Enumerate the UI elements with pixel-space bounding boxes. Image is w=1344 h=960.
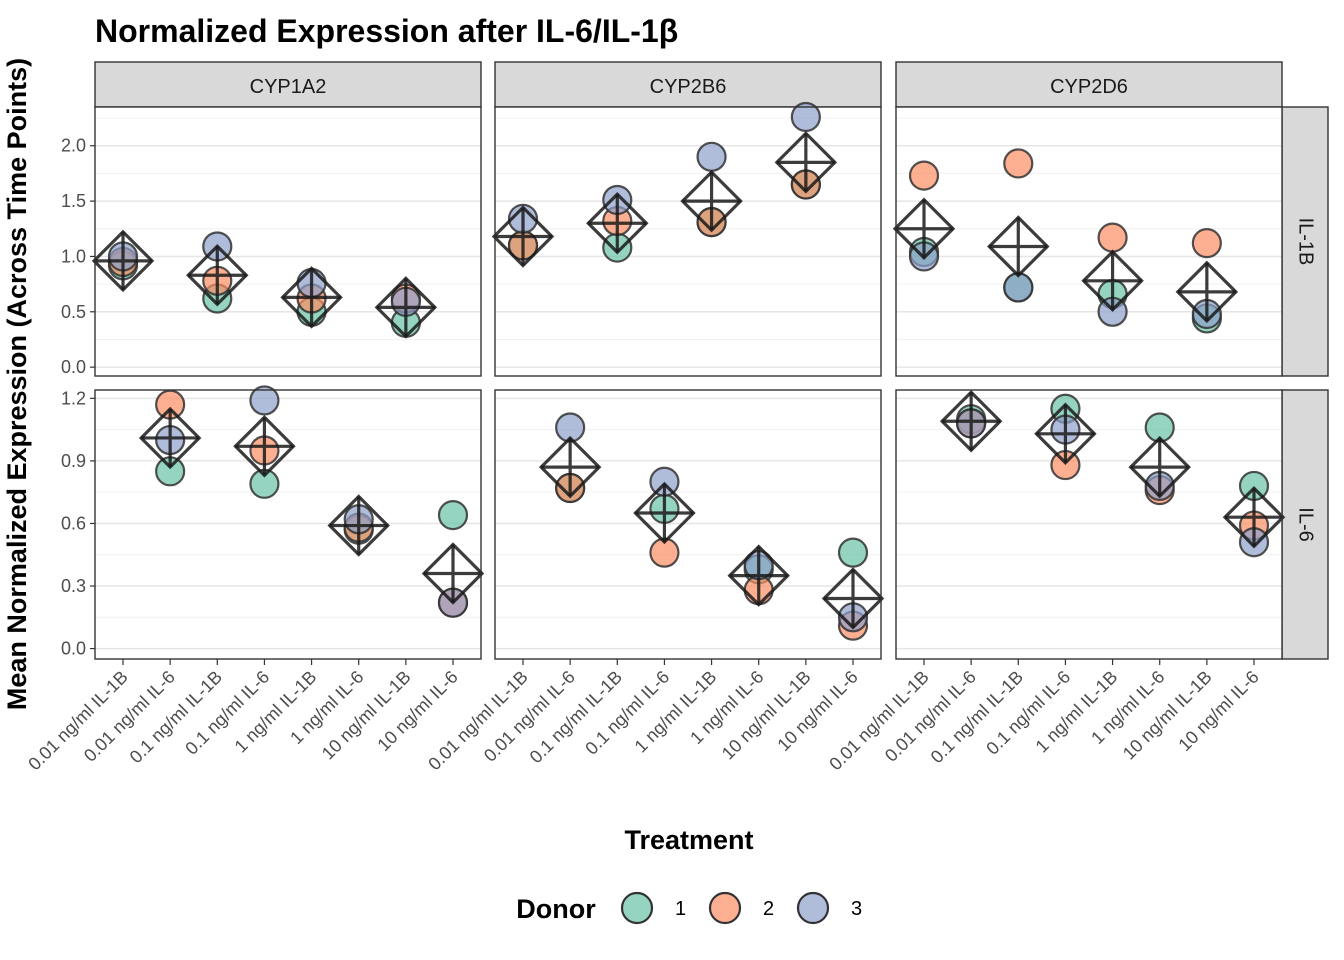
donor-2-point xyxy=(1003,148,1034,179)
mean-marker xyxy=(1222,485,1286,549)
mean-marker xyxy=(774,131,838,194)
mean-marker xyxy=(138,406,202,470)
x-axis-title: Treatment xyxy=(624,825,753,855)
legend-swatch xyxy=(708,891,742,925)
legend-item-donor-3: 3 xyxy=(796,891,862,925)
mean-marker xyxy=(586,191,649,255)
x-tick-label: 1 ng/ml IL-1B xyxy=(631,667,721,757)
column-strip-label: CYP1A2 xyxy=(250,76,327,98)
legend-item-donor-2: 2 xyxy=(708,891,774,925)
mean-marker xyxy=(491,205,555,268)
mean-marker xyxy=(1081,249,1144,313)
row-strip-il-1b: IL-1B xyxy=(1281,106,1329,377)
legend-swatch xyxy=(796,891,830,925)
mean-marker xyxy=(727,544,790,607)
panel-il-1b-cyp2b6 xyxy=(491,101,882,377)
mean-marker xyxy=(1175,260,1239,324)
legend-title: Donor xyxy=(516,894,596,924)
donor-1-point xyxy=(837,537,869,568)
y-axis-il-6: 0.0 0.3 0.6 0.9 1.2 xyxy=(61,388,95,659)
column-strip-cyp1a2: CYP1A2 xyxy=(94,61,482,108)
donor-1-point xyxy=(437,500,469,531)
mean-marker xyxy=(892,197,956,261)
mean-marker xyxy=(1034,402,1097,466)
panel-il-6-cyp2b6 xyxy=(494,389,885,660)
legend-swatch xyxy=(620,891,654,925)
panel-il-6-cyp1a2 xyxy=(94,385,485,660)
row-strip-label: IL-1B xyxy=(1295,218,1317,266)
x-tick-label: 1 ng/ml IL-1B xyxy=(1032,667,1122,757)
donor-2-point xyxy=(1191,228,1222,259)
mean-marker xyxy=(91,229,155,293)
y-tick-label: 0.3 xyxy=(61,576,86,596)
mean-marker xyxy=(233,415,296,478)
y-axis-il-1b: 0.0 0.5 1.0 1.5 2.0 xyxy=(61,136,95,377)
y-tick-label: 0.5 xyxy=(61,302,86,322)
panel-il-6-cyp2d6 xyxy=(895,389,1286,660)
legend: Donor 1 2 3 xyxy=(516,891,862,925)
mean-marker xyxy=(633,481,696,545)
panel-il-1b-cyp2d6 xyxy=(892,106,1283,377)
mean-marker xyxy=(280,266,343,329)
y-axis-title: Mean Normalized Expression (Across Time … xyxy=(2,58,32,710)
mean-marker xyxy=(374,276,438,339)
mean-marker xyxy=(538,435,602,499)
donor-2-point xyxy=(1097,222,1128,253)
y-tick-label: 0.0 xyxy=(61,357,86,377)
row-strip-label: IL-6 xyxy=(1295,507,1317,541)
mean-marker xyxy=(186,244,249,307)
donor-2-point xyxy=(908,160,940,191)
donor-3-point xyxy=(249,385,280,416)
x-tick-labels: 0.01 ng/ml IL-1B0.01 ng/ml IL-60.1 ng/ml… xyxy=(24,659,1263,774)
mean-marker xyxy=(987,215,1050,278)
y-tick-label: 2.0 xyxy=(61,136,86,156)
panel-il-1b-cyp1a2 xyxy=(91,106,482,377)
legend-label: 2 xyxy=(763,898,774,920)
mean-marker xyxy=(421,542,485,605)
mean-marker xyxy=(680,169,743,233)
row-strip-il-6: IL-6 xyxy=(1281,389,1329,660)
y-tick-label: 1.0 xyxy=(61,246,86,266)
legend-label: 1 xyxy=(675,898,686,920)
facet-panels: CYP1A2 CYP2B6 CYP2D6 IL-1B 0.0 0.5 1.0 1.5 2.0 IL… xyxy=(61,61,1329,660)
donor-3-point xyxy=(696,141,727,172)
y-tick-label: 1.5 xyxy=(61,191,86,211)
mean-marker xyxy=(327,494,390,557)
column-strip-cyp2d6: CYP2D6 xyxy=(895,61,1283,108)
mean-marker xyxy=(821,567,885,630)
mean-marker xyxy=(939,390,1003,453)
legend-label: 3 xyxy=(851,898,862,920)
column-strip-label: CYP2B6 xyxy=(650,76,727,98)
y-tick-label: 0.0 xyxy=(61,639,86,659)
legend-item-donor-1: 1 xyxy=(620,891,686,925)
mean-marker xyxy=(1128,435,1191,499)
y-tick-label: 0.6 xyxy=(61,513,86,533)
x-tick-label: 1 ng/ml IL-1B xyxy=(231,667,321,757)
y-tick-label: 0.9 xyxy=(61,451,86,471)
chart-title: Normalized Expression after IL-6/IL-1β xyxy=(95,13,678,49)
column-strip-label: CYP2D6 xyxy=(1050,76,1128,98)
donor-3-point xyxy=(790,101,821,133)
column-strip-cyp2b6: CYP2B6 xyxy=(494,61,882,108)
y-tick-label: 1.2 xyxy=(61,388,86,408)
